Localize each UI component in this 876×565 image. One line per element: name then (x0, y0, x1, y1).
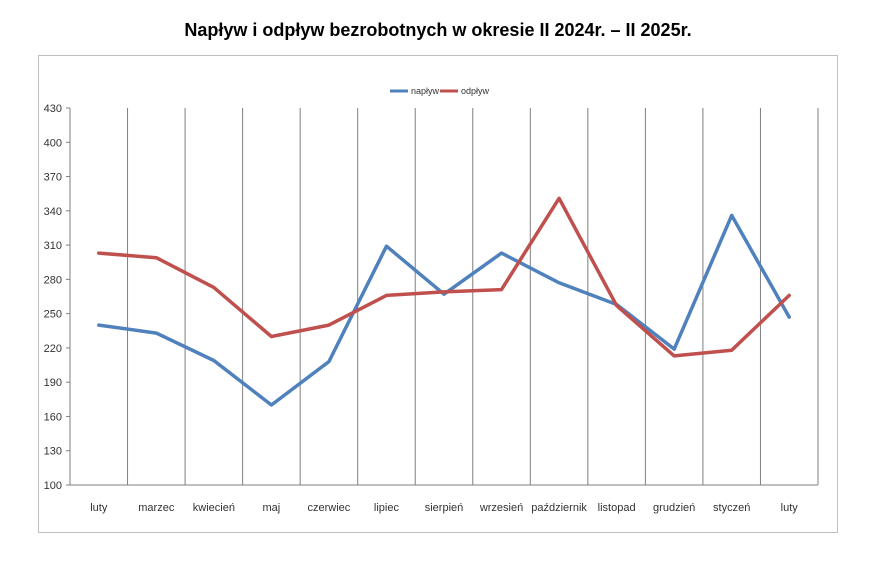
y-tick-labels: 100 130 160 190 220 250 280 310 340 370 400 430 (44, 103, 70, 492)
x-tick-label: lipiec (374, 502, 400, 514)
y-tick-label: 370 (44, 172, 62, 184)
x-tick-label: luty (90, 502, 108, 514)
axes (69, 108, 819, 486)
y-tick-label: 190 (44, 377, 62, 389)
x-tick-label: luty (781, 502, 799, 514)
y-tick-label: 400 (44, 137, 62, 149)
x-tick-labels: luty marzec kwiecień maj czerwiec lipiec sierp… (90, 502, 798, 514)
y-tick-label: 160 (44, 411, 62, 423)
grid-lines (127, 108, 761, 485)
x-tick-label: styczeń (713, 502, 750, 514)
y-tick-label: 340 (44, 206, 62, 218)
x-tick-label: grudzień (653, 502, 695, 514)
y-tick-label: 310 (44, 240, 62, 252)
y-tick-label: 100 (44, 480, 62, 492)
legend-label: napływ (411, 86, 440, 96)
x-tick-label: sierpień (425, 502, 464, 514)
y-tick-label: 280 (44, 274, 62, 286)
y-tick-label: 220 (44, 343, 62, 355)
series-line-napływ (97, 213, 791, 407)
y-tick-label: 250 (44, 309, 62, 321)
x-tick-label: listopad (598, 502, 636, 514)
series-lines (97, 196, 791, 407)
x-tick-label: czerwiec (308, 502, 351, 514)
x-tick-label: marzec (138, 502, 175, 514)
x-tick-label: kwiecień (193, 502, 235, 514)
x-tick-label: październik (531, 502, 587, 514)
y-tick-label: 130 (44, 446, 62, 458)
x-tick-label: maj (263, 502, 281, 514)
x-tick-label: wrzesień (479, 502, 523, 514)
legend-label: odpływ (461, 86, 490, 96)
chart-title: Napływ i odpływ bezrobotnych w okresie I… (184, 20, 692, 40)
series-line-odpływ (97, 196, 791, 358)
y-tick-label: 430 (44, 103, 62, 115)
legend: napływ odpływ (390, 86, 490, 96)
